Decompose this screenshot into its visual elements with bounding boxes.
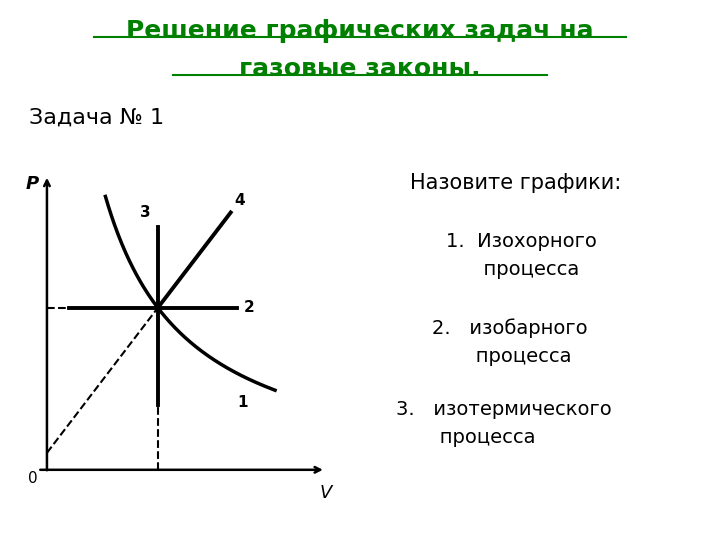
Text: Назовите графики:: Назовите графики: bbox=[410, 173, 621, 193]
Text: 4: 4 bbox=[234, 193, 245, 207]
Text: P: P bbox=[26, 175, 40, 193]
Text: газовые законы.: газовые законы. bbox=[239, 57, 481, 80]
Text: 1.  Изохорного
      процесса: 1. Изохорного процесса bbox=[446, 232, 598, 279]
Text: 2: 2 bbox=[243, 300, 254, 315]
Text: Задача № 1: Задача № 1 bbox=[29, 108, 164, 128]
Text: 3: 3 bbox=[140, 205, 150, 220]
Text: 0: 0 bbox=[28, 471, 37, 487]
Text: 1: 1 bbox=[237, 395, 248, 410]
Text: 2.   изобарного
       процесса: 2. изобарного процесса bbox=[432, 319, 588, 366]
Text: 3.   изотермического
       процесса: 3. изотермического процесса bbox=[396, 400, 612, 447]
Text: V: V bbox=[320, 484, 332, 502]
Text: Решение графических задач на: Решение графических задач на bbox=[126, 19, 594, 43]
